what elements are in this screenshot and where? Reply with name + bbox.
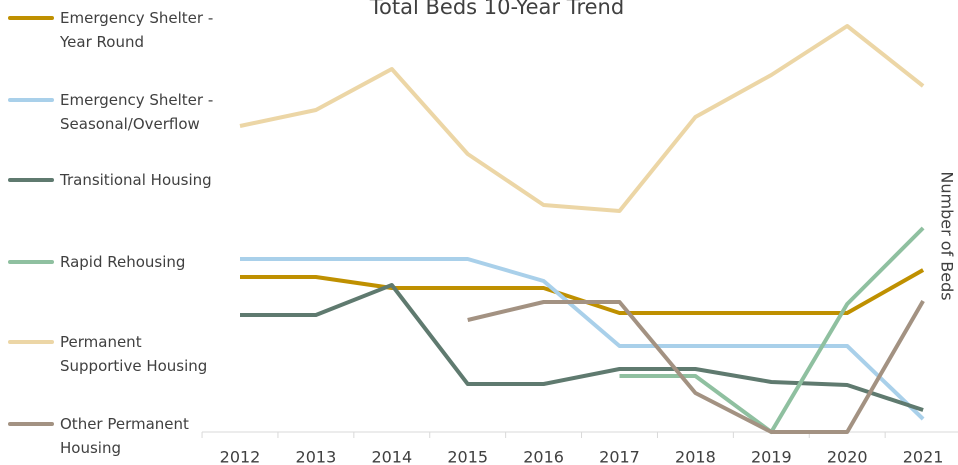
legend-label: Permanent Supportive Housing (60, 333, 208, 375)
series-line (619, 226, 925, 434)
legend-label: Other Permanent Housing (60, 415, 189, 457)
series-line (467, 299, 925, 434)
x-tick-label: 2012 (220, 448, 261, 465)
series-line (240, 283, 924, 412)
x-tick-label: 2020 (827, 448, 868, 465)
series-line (239, 24, 925, 213)
chart-title: Total Beds 10-Year Trend (369, 0, 624, 19)
x-tick-label: 2017 (599, 448, 640, 465)
legend-label: Emergency Shelter - Year Round (60, 9, 214, 51)
legend-label: Emergency Shelter - Seasonal/Overflow (60, 91, 214, 133)
legend-label: Rapid Rehousing (60, 253, 186, 271)
x-tick-label: 2018 (675, 448, 716, 465)
legend-label: Transitional Housing (60, 171, 212, 189)
x-tick-label: 2013 (296, 448, 337, 465)
x-tick-label: 2016 (523, 448, 564, 465)
x-tick-label: 2014 (371, 448, 412, 465)
x-tick-label: 2019 (751, 448, 792, 465)
x-tick-label: 2021 (903, 448, 944, 465)
x-tick-label: 2015 (447, 448, 488, 465)
series-line (240, 257, 925, 421)
y-axis-label: Number of Beds (938, 171, 957, 300)
